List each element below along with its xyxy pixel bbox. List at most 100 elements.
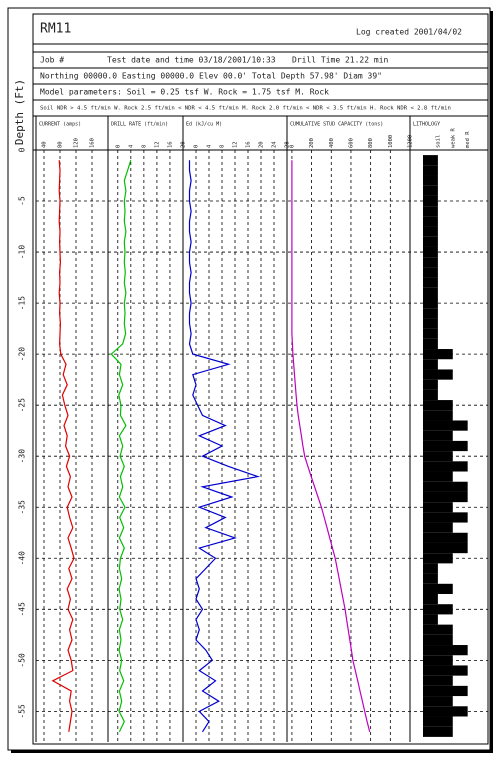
x-tick-label: 0 <box>115 145 121 148</box>
lithology-bar <box>423 502 453 513</box>
y-tick-label: -15 <box>18 296 27 311</box>
x-tick-label: weak R <box>450 127 456 148</box>
lithology-bar <box>423 359 438 370</box>
lithology-bar <box>423 267 438 278</box>
log-line <box>291 160 371 732</box>
lithology-bar <box>423 369 453 380</box>
lithology-bar <box>423 491 468 503</box>
lithology-bar <box>423 685 468 697</box>
x-tick-label: 400 <box>329 138 335 148</box>
lithology-bar <box>423 532 468 543</box>
location: Northing 00000.0 Easting 00000.0 Elev 00… <box>40 72 382 81</box>
x-tick-label: 200 <box>309 138 315 148</box>
lithology-bar <box>423 645 468 656</box>
lithology-bar <box>423 195 438 207</box>
track-title: LITHOLOGY <box>413 122 440 128</box>
track-title: DRILL RATE (ft/min) <box>111 122 168 128</box>
lithology-bar <box>423 573 438 584</box>
x-tick-label: 120 <box>74 138 80 148</box>
lithology-bar <box>423 634 453 646</box>
y-tick-label: -10 <box>18 245 27 260</box>
lithology-bar <box>423 155 438 166</box>
lithology-bar <box>423 594 438 605</box>
y-tick-label: -40 <box>18 551 27 566</box>
log-line <box>188 160 261 733</box>
lithology-bar <box>423 451 453 462</box>
log-line <box>110 160 132 733</box>
x-tick-label: 0 <box>194 145 200 148</box>
lithology-bar <box>423 216 438 227</box>
lithology-bar <box>423 604 453 615</box>
lithology-bar <box>423 471 453 482</box>
x-tick-label: 4 <box>128 144 134 148</box>
y-tick-label: 0 <box>18 147 27 152</box>
x-tick-label: 1000 <box>388 135 394 148</box>
y-tick-label: -5 <box>18 196 27 206</box>
x-tick-label: 12 <box>154 141 160 148</box>
y-axis-label: Depth (Ft) <box>13 79 26 145</box>
lithology-bar <box>423 583 453 594</box>
lithology-bar <box>423 349 453 360</box>
chart-title: RM11 <box>40 22 71 37</box>
lithology-bar <box>423 328 438 339</box>
x-tick-label: 40 <box>42 141 48 148</box>
lithology-bar <box>423 716 453 727</box>
lithology-bar <box>423 706 468 717</box>
y-tick-label: -30 <box>18 449 27 464</box>
lithology-bar <box>423 226 438 237</box>
lithology-bar <box>423 542 468 554</box>
inner-frame <box>32 13 489 745</box>
lithology-bar <box>423 379 438 390</box>
x-tick-label: 600 <box>348 138 354 148</box>
lithology-bar <box>423 400 453 411</box>
lithology-bar <box>423 389 438 401</box>
frame <box>7 7 491 751</box>
drill-time: Drill Time 21.22 min <box>292 56 389 65</box>
lithology-bar <box>423 726 453 737</box>
model: Model parameters: Soil = 0.25 tsf W. Roc… <box>40 88 329 97</box>
x-tick-label: 800 <box>368 138 374 148</box>
lithology-bar <box>423 481 468 492</box>
lithology-bar <box>423 696 453 707</box>
lithology-bar <box>423 512 468 523</box>
lithology-bar <box>423 257 438 268</box>
lithology-bar <box>423 624 453 635</box>
x-tick-label: 80 <box>58 141 64 148</box>
lithology-bar <box>423 665 468 676</box>
lithology-bar <box>423 675 453 686</box>
ndr: Soil NDR > 4.5 ft/min W. Rock 2.5 ft/min… <box>40 106 451 112</box>
track-title: CUMULATIVE STUD CAPACITY (tons) <box>290 122 383 128</box>
x-tick-label: 0 <box>289 145 295 148</box>
lithology-bar <box>423 246 438 258</box>
lithology-bar <box>423 298 438 309</box>
test-date: Test date and time 03/18/2001/10:33 <box>107 56 276 65</box>
lithology-bar <box>423 522 453 533</box>
track-title: CURRENT (amps) <box>39 122 81 128</box>
track-title: Ed (kJ/cu M) <box>186 122 222 128</box>
lithology-bar <box>423 318 438 329</box>
lithology-bar <box>423 430 453 441</box>
lithology-bar <box>423 614 438 625</box>
x-tick-label: 8 <box>220 145 226 148</box>
x-tick-label: 12 <box>233 141 239 148</box>
y-tick-label: -50 <box>18 653 27 668</box>
lithology-bar <box>423 461 468 472</box>
x-tick-label: 16 <box>246 141 252 148</box>
lithology-bar <box>423 287 438 298</box>
y-tick-label: -25 <box>18 398 27 413</box>
log-created: Log created 2001/04/02 <box>356 28 462 37</box>
y-tick-label: -45 <box>18 602 27 617</box>
lithology-bar <box>423 165 438 176</box>
y-tick-label: -20 <box>18 347 27 362</box>
lithology-bar <box>423 410 453 421</box>
x-tick-label: med R <box>465 131 471 148</box>
x-tick-label: 24 <box>272 141 278 148</box>
lithology-bar <box>423 563 438 574</box>
lithology-bar <box>423 655 453 666</box>
lithology-bar <box>423 206 438 217</box>
log-line <box>51 160 75 732</box>
lithology-bar <box>423 420 468 431</box>
x-tick-label: 8 <box>141 145 147 148</box>
